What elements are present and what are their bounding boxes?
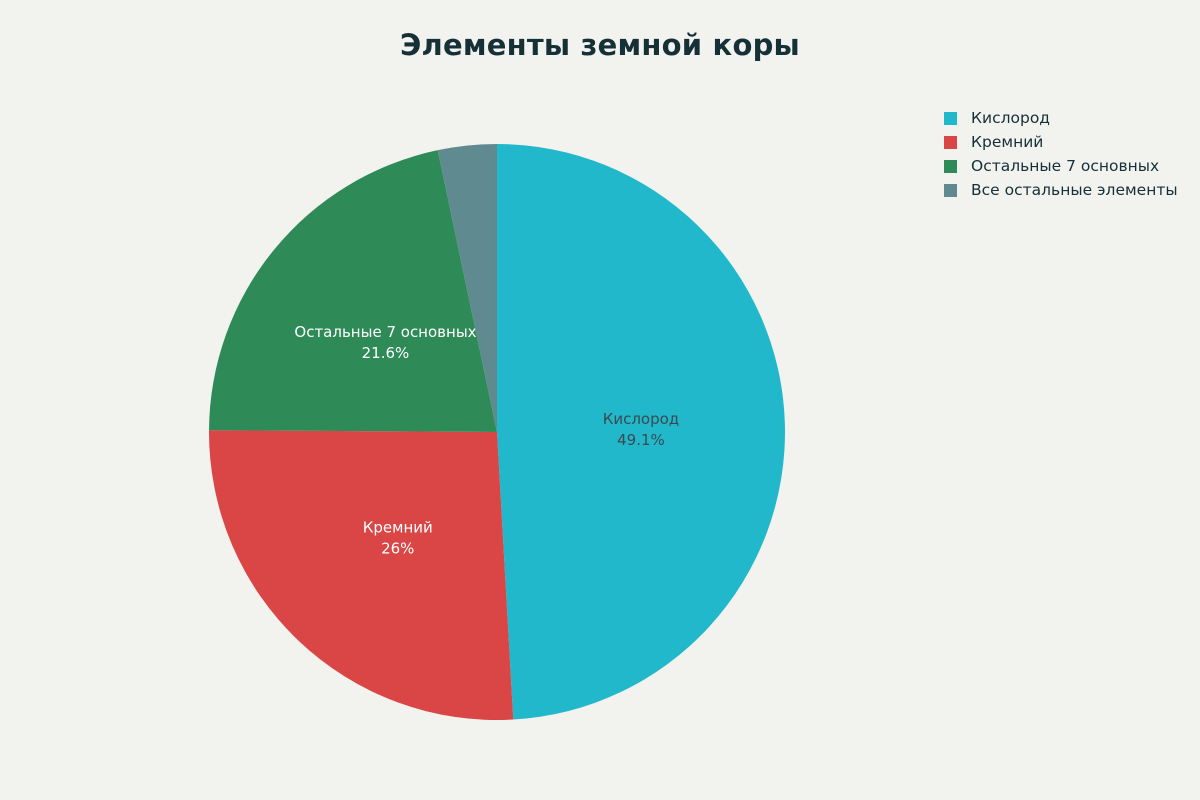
- slice-label-3: Остальные 7 основных 21.6%: [294, 323, 476, 362]
- pie-slice-4[interactable]: [437, 144, 497, 432]
- legend-item-3[interactable]: Остальные 7 основных: [944, 154, 1178, 178]
- legend-label: Остальные 7 основных: [971, 157, 1160, 175]
- legend-item-1[interactable]: Кислород: [944, 106, 1178, 130]
- pie-slice-1[interactable]: [497, 144, 786, 720]
- slice-label-2: Кремний 26%: [363, 518, 433, 557]
- pie-slice-3[interactable]: [209, 150, 498, 432]
- pie-slice-2[interactable]: [209, 430, 514, 720]
- slice-category-label: Остальные 7 основных: [294, 323, 476, 341]
- legend: Кислород Кремний Остальные 7 основных Все о…: [944, 106, 1178, 202]
- slice-value-label: 49.1%: [617, 431, 665, 449]
- slice-category-label: Кислород: [603, 410, 679, 428]
- slice-category-label: Кремний: [363, 518, 433, 536]
- legend-swatch: [944, 183, 957, 197]
- legend-label: Кислород: [971, 109, 1051, 127]
- slice-label-1: Кислород 49.1%: [603, 410, 679, 449]
- legend-swatch: [944, 111, 957, 125]
- slice-value-label: 26%: [381, 539, 414, 557]
- legend-label: Все остальные элементы: [971, 181, 1178, 199]
- slice-value-label: 21.6%: [362, 344, 410, 362]
- legend-item-4[interactable]: Все остальные элементы: [944, 178, 1178, 202]
- legend-swatch: [944, 135, 957, 149]
- legend-swatch: [944, 159, 957, 173]
- legend-item-2[interactable]: Кремний: [944, 130, 1178, 154]
- legend-label: Кремний: [971, 133, 1044, 151]
- chart-title: Элементы земной коры: [400, 28, 800, 62]
